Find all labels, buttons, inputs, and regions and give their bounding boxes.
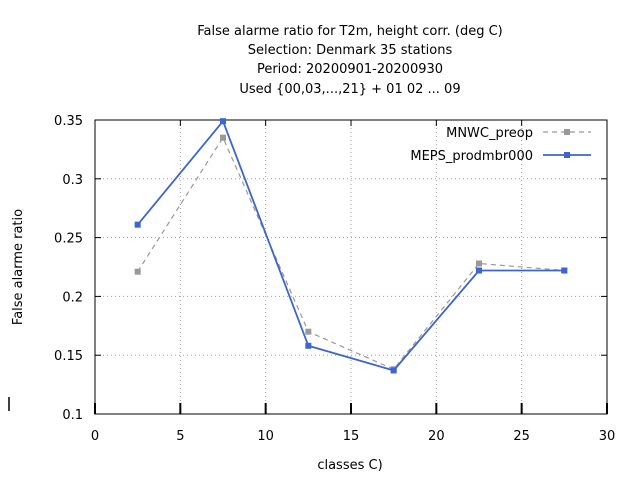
y-tick-label: 0.15 (54, 349, 83, 364)
x-tick-label: 25 (513, 429, 530, 444)
series-point (305, 342, 312, 349)
series-line (137, 136, 565, 371)
series-point (476, 260, 482, 267)
series-point (220, 118, 226, 125)
series-point (390, 367, 397, 374)
series-layer (134, 118, 568, 374)
series-point (561, 267, 568, 274)
y-axis-label: False alarme ratio (11, 209, 26, 325)
legend: MNWC_preop MEPS_prodmbr000 (410, 126, 591, 164)
series-line (136, 119, 565, 372)
y-tick-label: 0.25 (54, 232, 83, 247)
tick-labels: 0 5 10 15 20 25 30 0.1 0.15 0.2 0.25 0.3 0.35 (54, 114, 615, 444)
series-point (476, 267, 482, 274)
legend-swatch-point (564, 129, 570, 135)
series-point (134, 221, 141, 228)
x-tick-label: 20 (428, 429, 445, 444)
x-tick-label: 10 (257, 429, 274, 444)
y-tick-label: 0.35 (54, 114, 83, 129)
series-point (134, 268, 141, 275)
x-tick-label: 5 (176, 429, 184, 444)
series-point (220, 134, 226, 141)
legend-label: MNWC_preop (446, 126, 533, 141)
title-line-4: Used {00,03,...,21} + 01 02 ... 09 (239, 82, 460, 97)
plot-frame (94, 119, 608, 415)
title-line-3: Period: 20200901-20200930 (257, 62, 443, 77)
y-tick-label: 0.2 (62, 290, 83, 305)
title-line-1: False alarme ratio for T2m, height corr.… (197, 24, 503, 39)
legend-label: MEPS_prodmbr000 (410, 149, 533, 164)
x-tick-label: 15 (343, 429, 360, 444)
x-tick-label: 30 (599, 429, 616, 444)
chart-title: False alarme ratio for T2m, height corr.… (197, 24, 503, 97)
legend-swatch-point (564, 152, 570, 158)
series-point (305, 328, 312, 335)
y-tick-label: 0.3 (62, 173, 83, 188)
title-line-2: Selection: Denmark 35 stations (248, 43, 453, 58)
x-axis-label: classes C) (317, 458, 382, 473)
x-tick-label: 0 (91, 429, 99, 444)
grid (95, 120, 607, 414)
y-tick-label: 0.1 (62, 408, 83, 423)
